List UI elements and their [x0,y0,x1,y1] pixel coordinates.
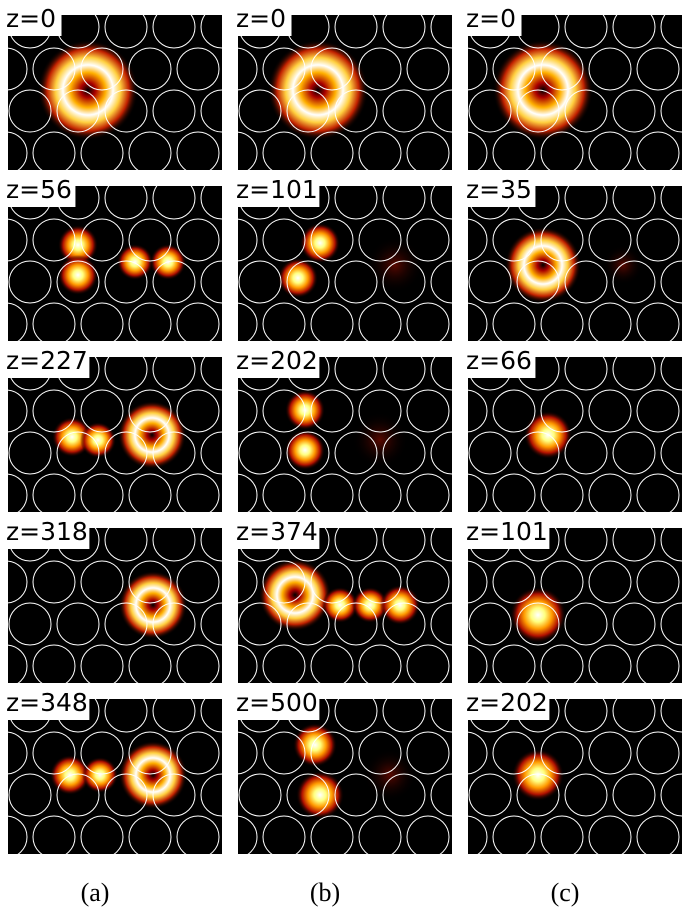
intensity-blob [364,749,416,801]
z-label: z=101 [466,517,548,546]
z-label: z=374 [236,517,318,546]
lattice-hole [0,432,3,474]
lattice-hole [0,774,3,816]
intensity-blob [118,401,186,469]
column-caption: (a) [81,878,110,907]
intensity-blob [505,227,581,303]
z-label: z=35 [466,175,532,204]
z-label: z=500 [236,688,318,717]
column-caption: (c) [551,878,580,907]
lattice-hole [239,858,281,900]
lattice-hole [0,90,3,132]
z-label: z=56 [6,175,72,204]
intensity-blob [367,237,423,293]
lattice-hole [421,858,463,900]
lattice-hole [105,858,147,900]
column-caption: (b) [310,878,340,907]
intensity-blob [512,749,564,801]
z-label: z=318 [6,517,88,546]
intensity-blob [117,244,153,280]
intensity-blob [259,559,331,631]
intensity-blob [293,723,337,767]
z-label: z=0 [236,4,286,33]
lattice-hole [0,261,3,303]
lattice-hole [249,858,291,900]
panel: z=202 [421,686,682,900]
lattice-hole [191,858,233,900]
intensity-blob [352,412,408,468]
z-label: z=0 [6,4,56,33]
intensity-blob [603,245,643,285]
lattice-hole [383,858,425,900]
lattice-hole [153,858,195,900]
z-label: z=348 [6,688,88,717]
lattice-hole [335,858,377,900]
intensity-blob [80,422,116,458]
z-label: z=101 [236,175,318,204]
intensity-blob [82,757,118,793]
z-label: z=66 [466,346,532,375]
figure: z=0 z=56 z=227 z=318 z=348 (a) z=0 z=101 z=202 z=… [0,0,682,919]
lattice-hole [201,858,243,900]
lattice-hole [479,858,521,900]
z-label: z=202 [236,346,318,375]
z-label: z=202 [466,688,548,717]
lattice-hole [661,858,682,900]
lattice-hole [0,603,3,645]
z-label: z=0 [466,4,516,33]
lattice-hole [0,858,3,900]
lattice-hole [431,858,473,900]
intensity-blob [510,587,566,643]
lattice-hole [469,858,511,900]
lattice-hole [9,858,51,900]
z-label: z=227 [6,346,88,375]
lattice-hole [613,858,655,900]
intensity-blob [285,430,325,470]
